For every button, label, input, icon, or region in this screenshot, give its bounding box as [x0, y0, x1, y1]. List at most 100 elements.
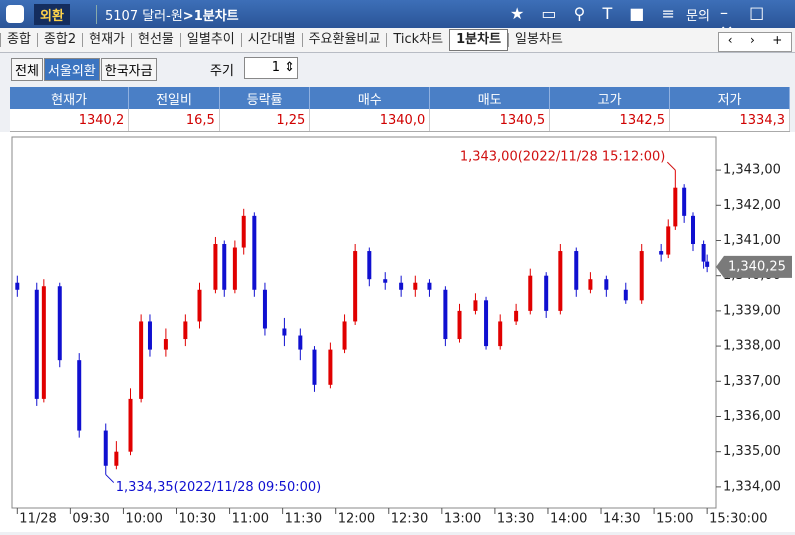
candle-body [57, 286, 62, 361]
period-label: 주기 [210, 64, 234, 79]
candle-body [623, 289, 628, 301]
candle-body [41, 286, 46, 399]
annotation: 1,343,00(2022/11/28 15:12:00) [460, 150, 665, 165]
candle-body [328, 349, 333, 385]
column-header: 등락률 [219, 87, 311, 109]
candle-body [241, 215, 246, 248]
market-button[interactable]: 한국자금 [100, 58, 157, 81]
candle-body [544, 275, 549, 311]
annotation: 1,334,35(2022/11/28 09:50:00) [116, 480, 321, 495]
candle-body [574, 251, 579, 290]
candle-body [34, 289, 39, 399]
y-tick-label: 1,334,00 [723, 479, 781, 494]
plot-frame [11, 136, 717, 509]
x-tick-label: 11:30 [285, 512, 322, 527]
tab[interactable]: 현선물 [131, 33, 180, 47]
candle-body [139, 321, 144, 399]
x-tick-label: 13:00 [444, 512, 481, 527]
column-header: 매수 [309, 87, 431, 109]
candle-body [342, 321, 347, 350]
column-header: 매도 [429, 87, 551, 109]
menu-inquiry[interactable]: 문의 [686, 9, 710, 24]
candle-body [604, 279, 609, 290]
candle-body [15, 282, 20, 290]
candle-body [197, 289, 202, 322]
candle-body [473, 300, 478, 311]
quote-table: 현재가 전일비 등락률 매수 매도 고가 저가 1340,2 16,5 1,25 1340,0 134… [10, 87, 790, 132]
x-tick-label: 11/28 [19, 512, 56, 527]
candle-body [399, 282, 404, 290]
candle-body [252, 215, 257, 290]
candle-body [682, 187, 687, 216]
x-tick-label: 11:00 [232, 512, 269, 527]
app-icon [6, 5, 24, 23]
x-tick-label: 12:00 [338, 512, 375, 527]
quote-value: 1340,0 [309, 109, 431, 132]
tab[interactable]: 시간대별 [240, 33, 302, 47]
column-header: 현재가 [10, 87, 130, 109]
candle-body [588, 279, 593, 290]
candle-body [114, 451, 119, 466]
toolbar: 전체 서울외환 한국자금 주기 1 ⇕ [0, 54, 795, 84]
candle-body [528, 275, 533, 311]
candle-body [484, 300, 489, 347]
candle-body [298, 335, 303, 350]
candle-body [312, 349, 317, 385]
tab[interactable]: 주요환율비교 [301, 33, 387, 47]
title-bar: 외환 5107 달러-원>1분차트 ★ ▭ ⚲ T ■ ≡ 문의 – □ ✕ [0, 0, 795, 41]
y-tick-label: 1,339,00 [723, 303, 781, 318]
market-buttons: 전체 서울외환 한국자금 [10, 58, 157, 81]
market-button[interactable]: 서울외환 [43, 58, 100, 81]
candle-body [443, 289, 448, 340]
annotation-arrow [666, 161, 676, 171]
tab[interactable]: 종합2 [36, 33, 82, 47]
tab[interactable]: Tick차트 [386, 33, 449, 47]
tab[interactable]: 종합 [0, 33, 37, 47]
x-tick-label: 15:30:00 [709, 512, 767, 527]
candle-body [457, 310, 462, 340]
candle-body [558, 251, 563, 311]
candle-body [705, 261, 710, 267]
annotation-arrow [105, 474, 115, 483]
candle-body [701, 244, 706, 262]
candle-body [147, 321, 152, 350]
last-price-marker [716, 255, 792, 278]
title-prefix: 5107 달러-원 [105, 9, 183, 24]
candle-body [222, 244, 227, 290]
candle-body [213, 244, 218, 290]
column-header: 전일비 [128, 87, 220, 109]
candle-body [282, 328, 287, 336]
y-tick-label: 1,337,00 [723, 374, 781, 389]
tab[interactable]: 일봉차트 [508, 33, 569, 47]
candle-body [498, 321, 503, 347]
y-tick-label: 1,338,00 [723, 339, 781, 354]
toolbar-icons[interactable]: ★ ▭ ⚲ T ■ ≡ [510, 4, 681, 23]
y-tick-label: 1,342,00 [723, 198, 781, 213]
candle-body [353, 251, 358, 322]
quote-value: 1342,5 [549, 109, 671, 132]
x-tick-label: 13:30 [497, 512, 534, 527]
y-tick-label: 1,343,00 [723, 163, 781, 178]
quote-value: 1,25 [219, 109, 311, 132]
chart: 1,334,00 1,335,00 1,336,00 1,337,00 1,338,00… [0, 132, 795, 532]
tab-bar: 종합 종합2 현재가 현선물 일별추이 시간대별 주요환율비교 Tick차트 1분차트 일봉차트 [0, 28, 795, 53]
title-suffix: >1분차트 [182, 9, 239, 24]
x-tick-label: 10:00 [125, 512, 162, 527]
x-tick-label: 12:30 [391, 512, 428, 527]
candle-body [77, 360, 82, 431]
tab[interactable]: 일별추이 [179, 33, 241, 47]
quote-value: 1340,2 [10, 109, 130, 132]
x-tick-label: 15:00 [656, 512, 693, 527]
candle-body [103, 430, 108, 466]
candle-body [691, 215, 696, 245]
x-tick-label: 14:00 [550, 512, 587, 527]
y-tick-label: 1,335,00 [723, 444, 781, 459]
candle-body [639, 251, 644, 301]
column-header: 고가 [549, 87, 671, 109]
tab[interactable]: 현재가 [82, 33, 131, 47]
market-button[interactable]: 전체 [11, 58, 43, 81]
tab-scroll[interactable]: ‹ › + [718, 32, 792, 52]
tab[interactable]: 1분차트 [449, 29, 509, 51]
period-input[interactable]: 1 ⇕ [244, 57, 298, 79]
